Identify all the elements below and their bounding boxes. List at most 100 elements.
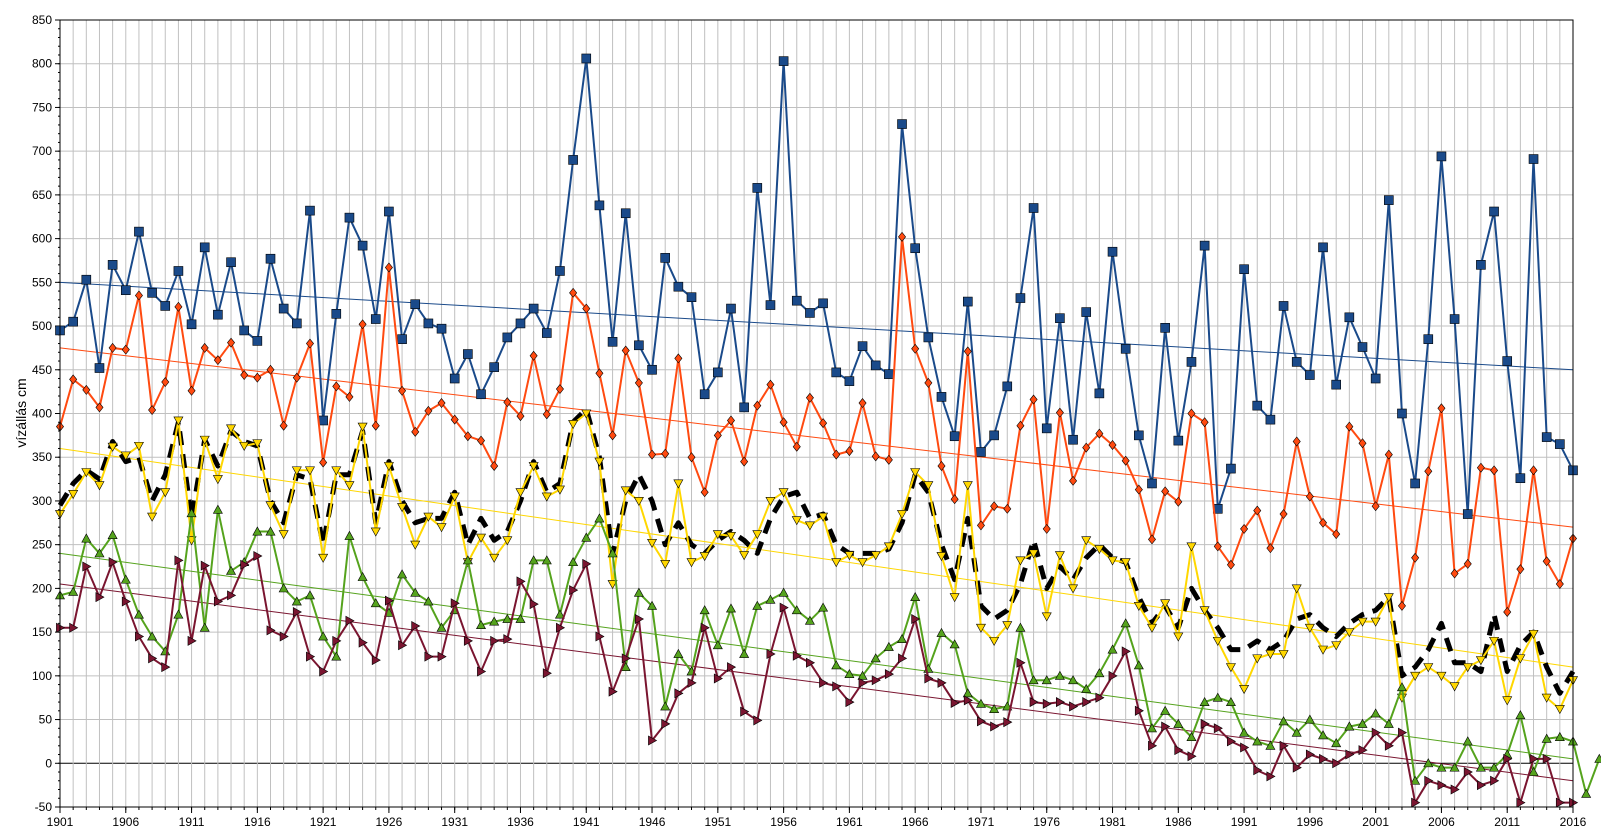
data-point: [1265, 650, 1276, 660]
x-tick-label: 1946: [639, 815, 666, 829]
data-point: [937, 460, 946, 471]
data-point: [1411, 797, 1421, 808]
data-point: [477, 435, 485, 446]
data-point: [1291, 584, 1302, 594]
data-point: [279, 420, 288, 431]
data-point: [910, 592, 921, 602]
data-point: [765, 300, 776, 310]
data-point: [831, 660, 842, 670]
data-point: [752, 183, 763, 193]
data-point: [818, 602, 829, 612]
data-point: [1502, 356, 1513, 366]
data-point: [528, 462, 539, 472]
data-point: [673, 648, 684, 658]
data-point: [884, 369, 894, 379]
data-point: [450, 414, 459, 425]
data-point: [516, 576, 526, 587]
x-tick-label: 1911: [179, 815, 205, 829]
x-tick-label: 1976: [1033, 815, 1060, 829]
data-point: [620, 208, 631, 219]
data-point: [1331, 641, 1342, 651]
data-point: [1003, 503, 1012, 514]
data-point: [1358, 438, 1367, 449]
data-point: [634, 613, 645, 625]
series-line: [59, 57, 1574, 516]
data-point: [936, 392, 947, 402]
data-point: [725, 532, 736, 542]
y-tick-label: 500: [32, 319, 52, 333]
data-point: [1305, 491, 1314, 502]
data-point: [1160, 705, 1171, 715]
data-point: [1226, 463, 1236, 474]
data-point: [1055, 697, 1066, 708]
data-point: [910, 468, 921, 478]
data-point: [227, 337, 236, 348]
series-4: [54, 504, 1601, 798]
data-point: [1542, 556, 1551, 567]
x-tick-label: 2006: [1428, 815, 1455, 829]
data-point: [1226, 559, 1235, 570]
x-tick-label: 1926: [376, 815, 403, 829]
data-point: [490, 635, 500, 646]
data-point: [278, 303, 289, 314]
data-point: [804, 521, 815, 531]
data-point: [1475, 762, 1486, 772]
data-point: [147, 631, 158, 641]
y-tick-label: 250: [32, 538, 52, 552]
data-point: [1133, 601, 1144, 611]
data-point: [475, 533, 487, 543]
data-point: [949, 593, 960, 603]
series-1: [56, 231, 1577, 617]
data-point: [1291, 357, 1302, 367]
data-point: [1253, 765, 1263, 776]
data-point: [476, 389, 486, 400]
data-point: [450, 598, 460, 609]
data-point: [173, 609, 184, 619]
data-point: [568, 420, 579, 430]
data-point: [1028, 675, 1039, 685]
data-point: [713, 430, 722, 441]
x-tick-label: 2016: [1560, 815, 1587, 829]
data-point: [1200, 718, 1210, 729]
data-point: [752, 600, 763, 610]
data-point: [213, 596, 223, 607]
data-point: [68, 490, 79, 500]
data-point: [107, 529, 118, 539]
data-point: [121, 596, 131, 607]
data-point: [424, 405, 433, 416]
data-point: [595, 368, 604, 379]
data-point: [304, 590, 315, 600]
data-point: [462, 555, 473, 565]
y-tick-label: 300: [32, 494, 52, 508]
y-tick-label: 800: [32, 57, 52, 71]
data-point: [620, 486, 631, 496]
data-point: [804, 615, 815, 625]
data-point: [529, 350, 538, 361]
data-point: [1528, 766, 1539, 776]
data-point: [633, 587, 644, 597]
data-point: [1450, 784, 1460, 795]
data-point: [227, 590, 237, 601]
data-point: [1489, 206, 1499, 217]
data-point: [752, 530, 763, 540]
data-point: [713, 367, 723, 378]
data-point: [1397, 408, 1407, 419]
data-point: [1475, 656, 1486, 666]
data-point: [528, 303, 539, 314]
data-point: [844, 376, 855, 386]
data-point: [883, 542, 894, 552]
data-point: [134, 226, 144, 237]
data-point: [1502, 696, 1513, 706]
data-point: [1068, 584, 1079, 594]
data-point: [740, 706, 750, 717]
data-point: [1594, 753, 1601, 763]
data-point: [740, 456, 749, 467]
data-point: [819, 677, 829, 688]
data-point: [1396, 682, 1407, 692]
data-point: [397, 334, 407, 344]
data-point: [1028, 549, 1039, 559]
data-point: [94, 548, 105, 558]
data-point: [936, 627, 947, 637]
data-point: [1581, 788, 1592, 798]
data-point: [1503, 753, 1513, 764]
